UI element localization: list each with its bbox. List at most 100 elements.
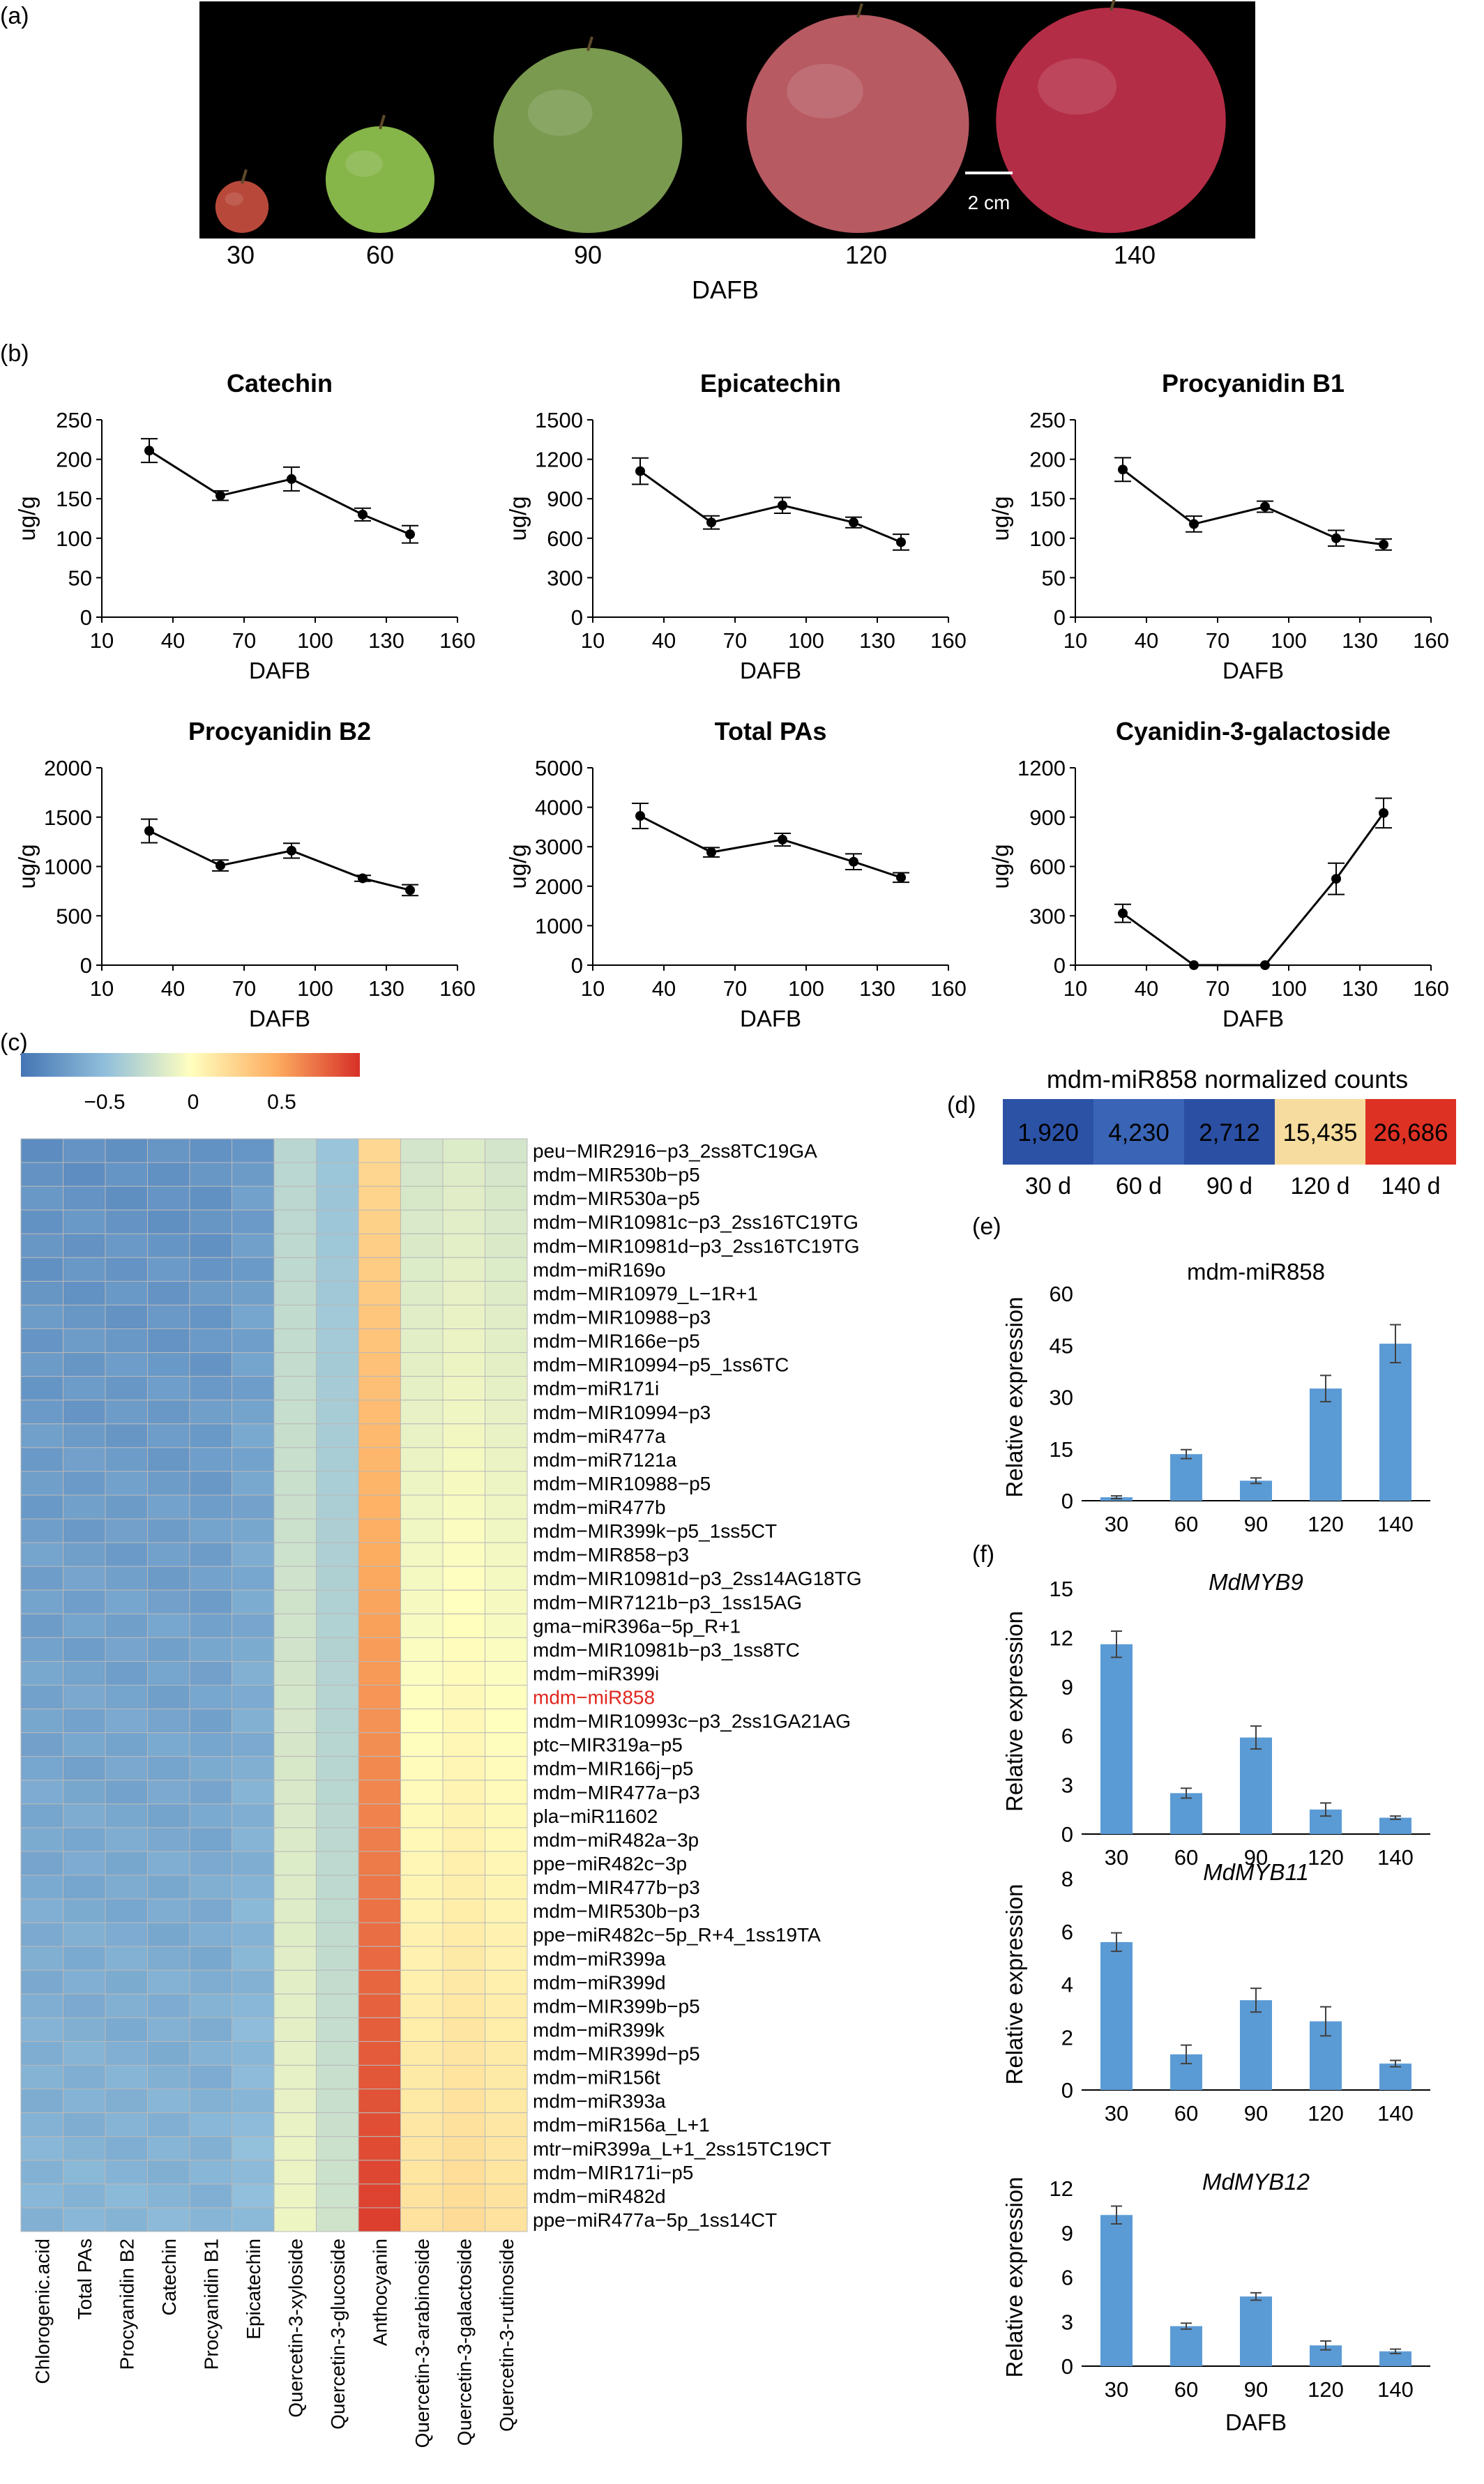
heatmap-row-label: mdm−MIR10988−p5 bbox=[533, 1473, 711, 1494]
bar bbox=[1100, 1941, 1133, 2090]
heatmap-cell bbox=[358, 1851, 401, 1876]
heatmap-cell bbox=[147, 2112, 190, 2137]
heatmap-cell bbox=[189, 2017, 232, 2042]
heatmap-cell bbox=[147, 2017, 190, 2042]
heatmap-cell bbox=[400, 1542, 444, 1567]
heatmap-cell bbox=[273, 1328, 317, 1354]
heatmap-cell bbox=[20, 1138, 63, 1163]
heatmap-column-label: Procyanidin B1 bbox=[200, 2239, 222, 2370]
heatmap-cell bbox=[63, 2017, 106, 2042]
heatmap-cell bbox=[485, 1685, 528, 1710]
heatmap-cell bbox=[20, 1875, 63, 1900]
heatmap-row-label: mdm−miR393a bbox=[533, 2091, 666, 2112]
heatmap-cell bbox=[316, 1304, 359, 1330]
heatmap-cell bbox=[105, 1637, 148, 1662]
heatmap-cell bbox=[105, 1803, 148, 1828]
heatmap-cell bbox=[273, 1969, 317, 1994]
heatmap-cell bbox=[485, 1709, 528, 1734]
heatmap-cell bbox=[273, 1613, 317, 1638]
counts-table: mdm-miR858 normalized counts 1,920 30 d 4,2… bbox=[1003, 1065, 1456, 1199]
heatmap-cell bbox=[189, 1328, 232, 1354]
heatmap-cell bbox=[20, 1352, 63, 1377]
data-point bbox=[706, 847, 716, 858]
x-tick-label: 30 bbox=[1105, 2101, 1128, 2126]
x-axis-label: DAFB bbox=[249, 658, 310, 683]
heatmap-cell bbox=[189, 1209, 232, 1234]
heatmap-cell bbox=[273, 1922, 317, 1947]
x-tick-label: 140 bbox=[1377, 2377, 1414, 2402]
heatmap-cell bbox=[105, 1209, 148, 1234]
y-tick-label: 50 bbox=[68, 566, 92, 590]
colorbar bbox=[21, 1053, 360, 1077]
heatmap-cell bbox=[189, 1352, 232, 1377]
heatmap-cell bbox=[20, 1471, 63, 1496]
heatmap-cell bbox=[20, 1660, 63, 1686]
x-tick-label: 100 bbox=[297, 976, 333, 1001]
heatmap-cell bbox=[316, 1875, 359, 1900]
heatmap-row-label: mdm−MIR10981d−p3_2ss16TC19TG bbox=[533, 1235, 859, 1257]
heatmap-cell bbox=[442, 2089, 485, 2114]
heatmap-cell bbox=[232, 1827, 275, 1852]
heatmap-cell bbox=[63, 1827, 106, 1852]
heatmap-cell bbox=[20, 1280, 63, 1305]
x-tick-label: 40 bbox=[652, 628, 676, 653]
y-axis-label: ug/g bbox=[987, 844, 1013, 888]
heatmap-cell bbox=[358, 1376, 401, 1401]
heatmap-cell bbox=[316, 1209, 359, 1234]
heatmap-cell bbox=[20, 1922, 63, 1947]
heatmap-cell bbox=[189, 2136, 232, 2161]
heatmap-cell bbox=[316, 1257, 359, 1282]
heatmap-cell bbox=[105, 2017, 148, 2042]
heatmap-cell bbox=[273, 1518, 317, 1543]
heatmap-cell bbox=[105, 1875, 148, 1900]
heatmap-cell bbox=[485, 1922, 528, 1947]
heatmap-cell bbox=[105, 1946, 148, 1971]
heatmap-cell bbox=[20, 2065, 63, 2090]
heatmap-cell bbox=[189, 1756, 232, 1781]
heatmap-cell bbox=[485, 1280, 528, 1305]
heatmap-cell bbox=[442, 1328, 485, 1354]
data-point bbox=[1189, 519, 1199, 529]
heatmap-cell bbox=[442, 1827, 485, 1852]
heatmap-cell bbox=[105, 1233, 148, 1258]
heatmap-cell bbox=[485, 1851, 528, 1876]
heatmap-cell bbox=[358, 1993, 401, 2018]
heatmap-cell bbox=[147, 1186, 190, 1211]
heatmap-cell bbox=[105, 1566, 148, 1591]
heatmap-cell bbox=[400, 2160, 444, 2185]
heatmap-cell bbox=[442, 1233, 485, 1258]
x-tick-label: 140 bbox=[1377, 2101, 1414, 2126]
heatmap-cell bbox=[273, 1851, 317, 1876]
heatmap-cell bbox=[273, 1447, 317, 1472]
heatmap-cell bbox=[20, 2017, 63, 2042]
heatmap-cell bbox=[147, 1233, 190, 1258]
heatmap-cell bbox=[189, 1827, 232, 1852]
series-line bbox=[639, 815, 902, 879]
heatmap-cell bbox=[316, 1685, 359, 1710]
y-tick-label: 0 bbox=[571, 605, 583, 630]
heatmap-cell bbox=[273, 2089, 317, 2114]
heatmap-cell bbox=[63, 1542, 106, 1567]
heatmap-cell bbox=[232, 1851, 275, 1876]
heatmap-cell bbox=[485, 1946, 528, 1971]
data-point bbox=[778, 500, 787, 510]
y-tick-label: 12 bbox=[1050, 1626, 1073, 1650]
heatmap-cell bbox=[485, 1542, 528, 1567]
heatmap-cell bbox=[358, 2040, 401, 2066]
heatmap-cell bbox=[400, 1471, 444, 1496]
heatmap-cell bbox=[358, 1400, 401, 1425]
heatmap-cell bbox=[485, 1898, 528, 1923]
bar-chart-4: MdMYB12 0 3 6 9 12 Relative expression 30 60 90 12… bbox=[1001, 2169, 1430, 2435]
heatmap-cell bbox=[485, 2017, 528, 2042]
heatmap-cell bbox=[63, 1613, 106, 1638]
heatmap-cell bbox=[358, 1613, 401, 1638]
heatmap-cell bbox=[442, 1542, 485, 1567]
heatmap-cell bbox=[147, 1162, 190, 1187]
heatmap-row-label: mdm−miR171i bbox=[533, 1378, 659, 1400]
series-line bbox=[1122, 469, 1384, 546]
heatmap-cell bbox=[147, 1518, 190, 1543]
heatmap-cell bbox=[147, 1875, 190, 1900]
heatmap-cell bbox=[232, 1162, 275, 1187]
heatmap-cell bbox=[400, 1851, 444, 1876]
heatmap-cell bbox=[485, 1400, 528, 1425]
